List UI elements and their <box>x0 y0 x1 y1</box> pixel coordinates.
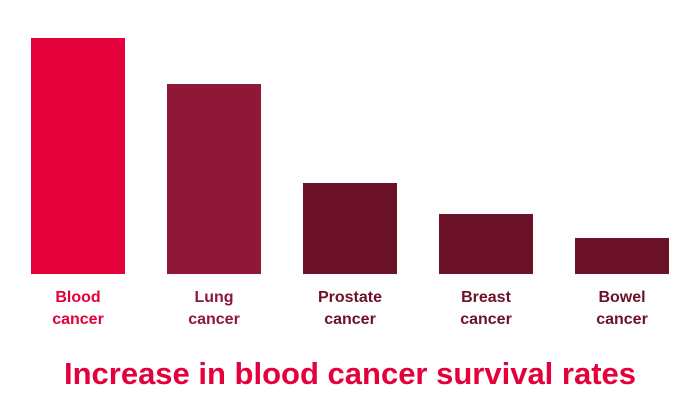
bar <box>575 238 669 274</box>
x-tick-label: Breast cancer <box>460 289 512 328</box>
bar <box>31 38 125 274</box>
x-tick-label: Bowel cancer <box>596 289 648 328</box>
chart-title: Increase in blood cancer survival rates <box>63 356 637 391</box>
x-tick-label: Prostate cancer <box>317 289 383 328</box>
bar <box>439 214 533 274</box>
x-tick-label: Blood cancer <box>52 289 104 328</box>
bar <box>303 183 397 274</box>
bar <box>167 84 261 274</box>
x-tick-label: Lung cancer <box>188 289 240 328</box>
